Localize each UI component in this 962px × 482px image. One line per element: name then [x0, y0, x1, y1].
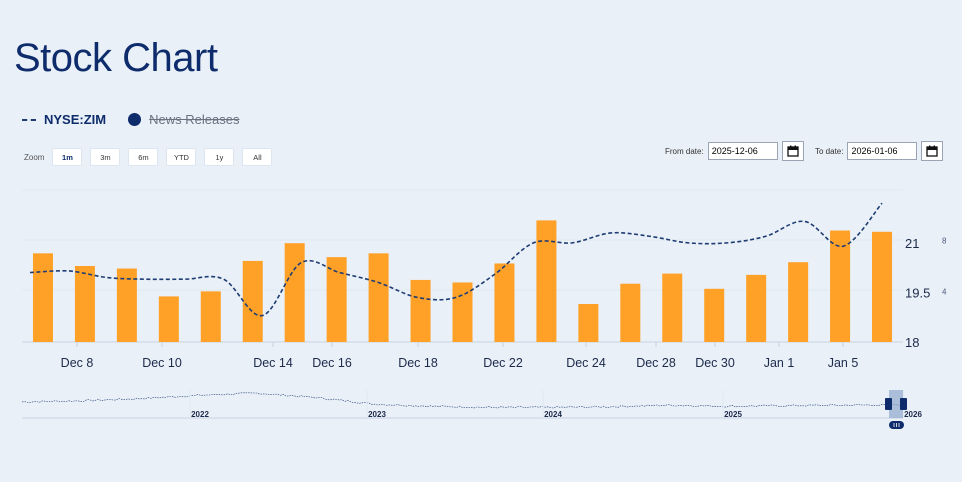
x-tick-label: Dec 10: [142, 356, 182, 370]
volume-bar: [536, 220, 557, 342]
x-tick-label: Dec 22: [483, 356, 523, 370]
volume-bar: [200, 291, 221, 342]
navigator-right-handle: [900, 398, 907, 410]
zoom-ytd-button[interactable]: YTD: [166, 148, 197, 166]
legend-news-label[interactable]: News Releases: [149, 112, 240, 127]
volume-bar: [158, 296, 179, 342]
navigator-year-label: 2023: [368, 410, 386, 419]
volume-bar: [410, 279, 431, 342]
volume-tick-label: 8: [942, 237, 947, 246]
from-date-label: From date:: [665, 146, 704, 156]
volume-bar: [746, 274, 767, 342]
volume-bar: [284, 243, 305, 342]
price-line: [29, 202, 883, 317]
volume-bar: [116, 268, 137, 342]
volume-bar: [494, 263, 515, 342]
price-tick-label: 18: [905, 335, 919, 350]
x-tick-label: Dec 30: [695, 356, 735, 370]
price-tick-label: 19.5: [905, 285, 930, 300]
volume-bar: [326, 257, 347, 342]
to-date-group: To date:: [815, 141, 944, 161]
navigator-year-label: 2026: [904, 410, 922, 419]
chart-legend: NYSE:ZIM News Releases: [22, 112, 239, 127]
x-tick-label: Dec 14: [253, 356, 293, 370]
x-tick-label: Jan 1: [764, 356, 795, 370]
volume-bar: [74, 266, 95, 342]
volume-bar: [872, 231, 893, 342]
zoom-controls: Zoom 1m 3m 6m YTD 1y All: [24, 148, 274, 166]
x-tick-label: Dec 8: [61, 356, 94, 370]
navigator-year-label: 2022: [191, 410, 209, 419]
calendar-icon: [926, 145, 939, 157]
volume-bar: [788, 262, 809, 342]
volume-bar: [704, 288, 725, 342]
from-date-group: From date:: [665, 141, 804, 161]
zoom-1m-button[interactable]: 1m: [52, 148, 83, 166]
calendar-icon: [787, 145, 799, 157]
news-dot-icon: [128, 113, 142, 126]
x-tick-label: Jan 5: [828, 356, 859, 370]
zoom-all-button[interactable]: All: [242, 148, 273, 166]
zoom-6m-button[interactable]: 6m: [128, 148, 159, 166]
navigator-line: [21, 392, 904, 409]
volume-tick-label: 4: [942, 287, 947, 296]
navigator-selection: [889, 390, 903, 418]
volume-bar: [662, 273, 683, 342]
navigator-left-handle: [885, 398, 892, 410]
from-date-input[interactable]: [707, 142, 778, 160]
dashed-line-icon: [22, 118, 36, 121]
to-date-label: To date:: [815, 146, 844, 156]
page-title: Stock Chart: [14, 36, 218, 80]
from-date-calendar-button[interactable]: [781, 141, 804, 161]
volume-bar: [242, 260, 263, 342]
price-tick-label: 21: [905, 236, 919, 251]
volume-bar: [830, 230, 851, 342]
navigator-year-label: 2025: [724, 410, 742, 419]
navigator[interactable]: 2022 2023 2024 2025 2026: [21, 390, 922, 429]
volume-bar: [620, 283, 641, 342]
volume-bar: [32, 253, 53, 342]
to-date-calendar-button[interactable]: [921, 141, 944, 161]
x-tick-label: Dec 28: [636, 356, 676, 370]
x-tick-label: Dec 18: [398, 356, 438, 370]
to-date-input[interactable]: [847, 142, 918, 160]
volume-bar: [578, 304, 599, 342]
zoom-label: Zoom: [24, 152, 45, 162]
zoom-1y-button[interactable]: 1y: [204, 148, 235, 166]
volume-bar: [452, 282, 473, 342]
x-tick-label: Dec 16: [312, 356, 352, 370]
navigator-year-label: 2024: [544, 410, 562, 419]
x-tick-label: Dec 24: [566, 356, 606, 370]
volume-bar: [368, 253, 389, 342]
zoom-3m-button[interactable]: 3m: [90, 148, 121, 166]
legend-series-label[interactable]: NYSE:ZIM: [44, 112, 107, 127]
